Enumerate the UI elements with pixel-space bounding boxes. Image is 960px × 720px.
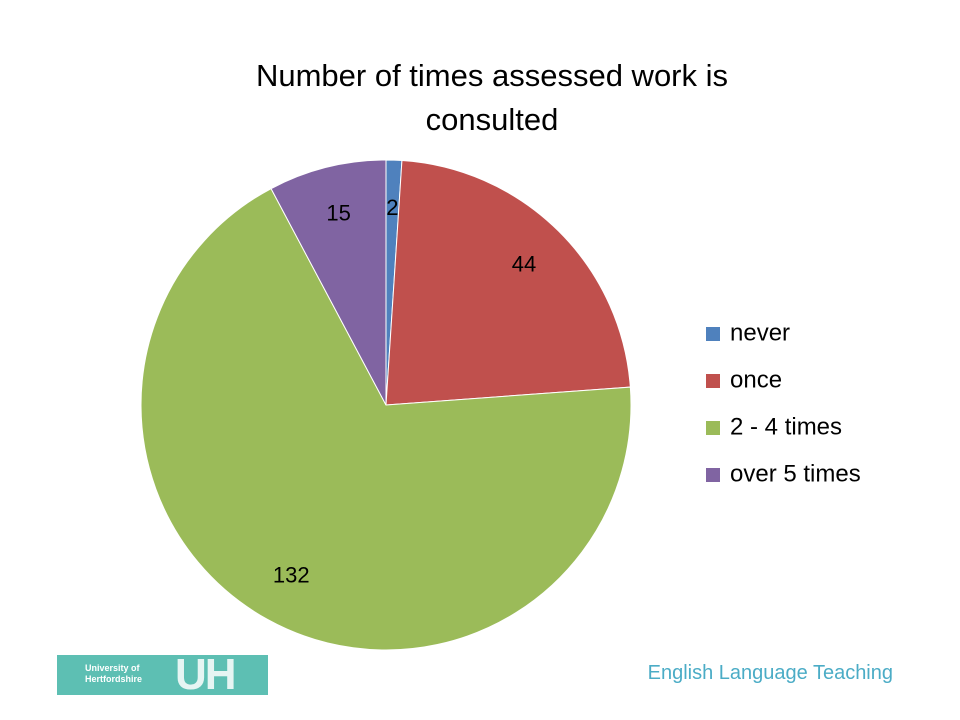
logo: University of Hertfordshire UH — [57, 650, 268, 699]
data-label: 132 — [273, 562, 310, 587]
pie-slice — [385, 159, 631, 406]
logo-text: University of — [85, 663, 140, 673]
legend-label: 2 - 4 times — [730, 413, 842, 440]
pie-slice — [270, 159, 387, 406]
legend-swatch — [706, 468, 720, 482]
legend-label: over 5 times — [730, 460, 861, 487]
legend-swatch — [706, 327, 720, 341]
legend-label: never — [730, 319, 790, 346]
legend-swatch — [706, 421, 720, 435]
data-label: 15 — [326, 201, 350, 226]
legend-label: once — [730, 366, 782, 393]
chart-title: Number of times assessed work is consult… — [255, 58, 729, 137]
footer-text: English Language Teaching — [647, 662, 893, 684]
pie-slice — [140, 187, 632, 651]
data-label: 44 — [512, 252, 536, 277]
logo-text: Hertfordshire — [85, 674, 143, 684]
legend-swatch — [706, 374, 720, 388]
logo-mark: UH — [175, 650, 237, 699]
data-label: 2 — [386, 195, 398, 220]
